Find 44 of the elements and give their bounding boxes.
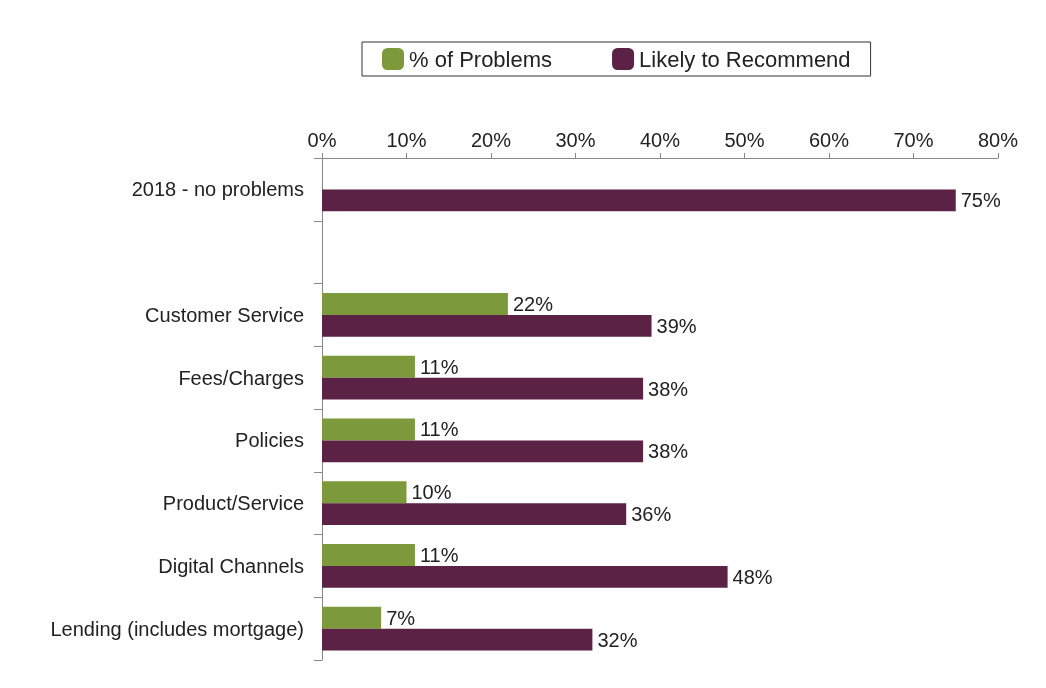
- y-tick-label: Policies: [235, 429, 304, 452]
- data-label: 10%: [411, 481, 452, 504]
- y-tick-label: Digital Channels: [158, 554, 304, 577]
- data-label: 38%: [648, 377, 689, 400]
- x-tick-label: 80%: [977, 129, 1019, 151]
- x-tick-label: 30%: [555, 129, 596, 151]
- bar: [322, 314, 652, 337]
- x-tick-label: 60%: [808, 129, 850, 151]
- bar: [322, 606, 382, 629]
- data-label: 75%: [960, 189, 1001, 212]
- x-tick-label: 10%: [386, 129, 427, 151]
- y-tick-label: Customer Service: [145, 303, 304, 326]
- data-label: 32%: [597, 628, 638, 651]
- bar: [322, 481, 407, 504]
- data-label: 38%: [648, 440, 689, 463]
- legend-label: % of Problems: [409, 46, 553, 72]
- bar: [322, 565, 728, 588]
- data-label: 11%: [419, 543, 459, 566]
- bar: [322, 418, 415, 441]
- x-tick-label: 50%: [724, 129, 765, 151]
- bar: [322, 440, 644, 463]
- x-tick-label: 0%: [307, 129, 337, 151]
- legend-label: Likely to Recommend: [639, 46, 851, 72]
- data-label: 22%: [512, 292, 554, 315]
- y-tick-label: Lending (includes mortgage): [50, 617, 304, 640]
- y-tick-label: 2018 - no problems: [131, 178, 304, 201]
- bar: [322, 292, 508, 315]
- bar: [322, 189, 956, 212]
- bar: [322, 355, 415, 378]
- data-label: 39%: [656, 314, 697, 337]
- bar: [322, 503, 627, 526]
- bar: [322, 628, 593, 651]
- x-tick-label: 20%: [470, 129, 512, 151]
- x-tick-label: 40%: [639, 129, 681, 151]
- data-label: 11%: [419, 355, 459, 378]
- data-label: 11%: [419, 418, 459, 441]
- bar: [322, 543, 415, 566]
- y-tick-label: Fees/Charges: [178, 366, 304, 389]
- x-tick-label: 70%: [893, 129, 934, 151]
- data-label: 7%: [386, 606, 416, 629]
- data-label: 48%: [732, 565, 773, 588]
- bar: [322, 377, 644, 400]
- data-label: 36%: [631, 503, 672, 526]
- y-tick-label: Product/Service: [162, 492, 304, 515]
